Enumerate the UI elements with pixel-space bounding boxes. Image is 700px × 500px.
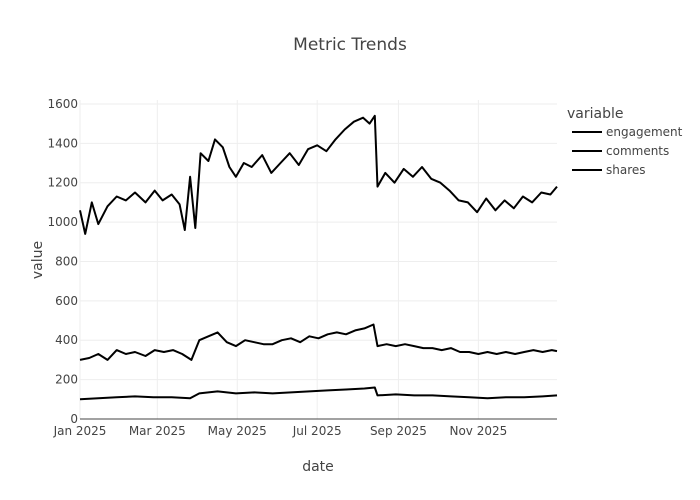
chart-title: Metric Trends [293,35,407,55]
x-tick-label: Jan 2025 [53,424,107,438]
y-tick-label: 800 [55,254,78,268]
legend-label-engagement: engagement [606,125,683,139]
axes: 0 200 400 600 800 1000 1200 1400 1600 Jan 2025 Mar… [47,97,557,438]
x-tick-label: Mar 2025 [129,424,186,438]
y-tick-label: 400 [55,333,78,347]
x-axis-label: date [302,459,334,475]
y-tick-label: 0 [70,412,78,426]
legend-title: variable [567,106,623,122]
y-tick-label: 200 [55,373,78,387]
x-tick-label: Nov 2025 [449,424,507,438]
x-tick-label: Sep 2025 [370,424,427,438]
legend-label-comments: comments [606,144,669,158]
gridlines [79,100,557,419]
y-tick-label: 1200 [47,176,78,190]
series-lines [79,114,558,401]
y-tick-label: 600 [55,294,78,308]
series-line-shares [79,386,558,401]
legend-label-shares: shares [606,163,646,177]
x-tick-label: May 2025 [208,424,267,438]
y-axis-label: value [30,241,46,279]
series-line-engagement [79,114,558,235]
x-tick-label: Jul 2025 [292,424,342,438]
y-tick-label: 1400 [47,136,78,150]
series-line-comments [79,323,558,361]
legend: variable engagement comments shares [567,106,683,177]
y-tick-label: 1000 [47,215,78,229]
y-tick-label: 1600 [47,97,78,111]
